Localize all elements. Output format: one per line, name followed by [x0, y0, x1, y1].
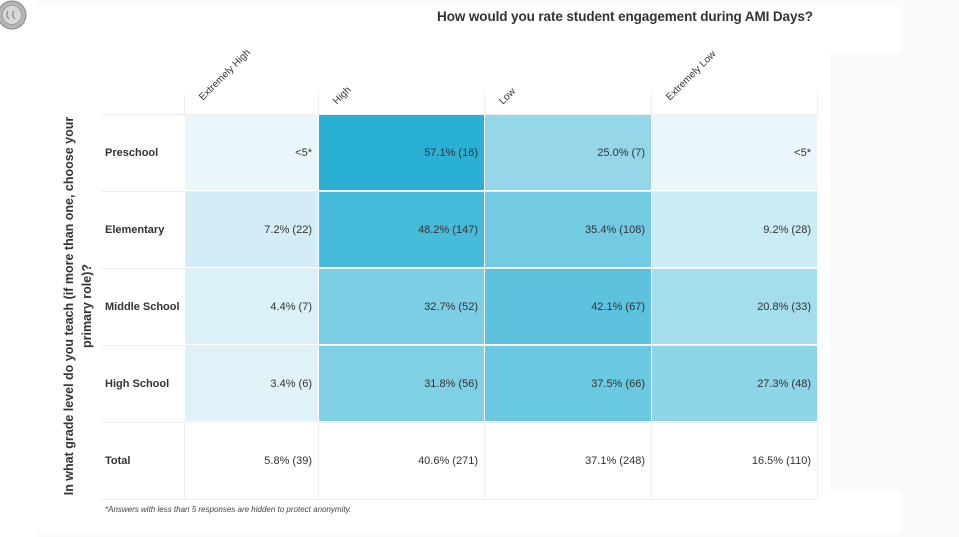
row-label-high-school: High School	[105, 378, 170, 390]
seal-logo-icon	[0, 0, 27, 30]
heatmap-cell-high-school-extremely-low: 27.3% (48)	[652, 346, 817, 421]
heatmap-cell-preschool-low: 25.0% (7)	[485, 115, 651, 190]
row-divider	[101, 191, 818, 192]
row-divider	[101, 268, 818, 269]
y-axis-label-line-2: primary role)?	[80, 263, 94, 349]
y-axis-label: In what grade level do you teach (if mor…	[60, 116, 96, 496]
column-header-separator	[651, 94, 652, 114]
heatmap-cell-middle-school-low: 42.1% (67)	[485, 269, 651, 344]
heatmap-cell-middle-school-extremely-high: 4.4% (7)	[185, 269, 318, 344]
chart-title: How would you rate student engagement du…	[437, 9, 813, 24]
heatmap-cell-elementary-low: 35.4% (108)	[485, 192, 651, 267]
row-divider	[101, 499, 818, 500]
column-header-separator	[817, 94, 818, 114]
total-cell-total-extremely-low: 16.5% (110)	[652, 423, 817, 498]
heatmap-cell-middle-school-extremely-low: 20.8% (33)	[652, 269, 817, 344]
total-cell-total-low: 37.1% (248)	[485, 423, 651, 498]
footnote: *Answers with less than 5 responses are …	[105, 505, 352, 514]
total-column-divider	[817, 423, 818, 500]
y-axis-label-line-1: In what grade level do you teach (if mor…	[62, 116, 76, 496]
heatmap-cell-middle-school-high: 32.7% (52)	[319, 269, 484, 344]
total-column-divider	[484, 423, 485, 500]
heatmap-cell-elementary-extremely-high: 7.2% (22)	[185, 192, 318, 267]
total-column-divider	[318, 423, 319, 500]
row-divider	[101, 422, 818, 423]
column-header-separator	[318, 94, 319, 114]
heatmap-cell-high-school-low: 37.5% (66)	[485, 346, 651, 421]
title-panel	[37, 6, 900, 52]
heatmap-cell-preschool-extremely-high: <5*	[185, 115, 318, 190]
heatmap-cell-elementary-high: 48.2% (147)	[319, 192, 484, 267]
row-label-elementary: Elementary	[105, 224, 165, 236]
total-column-divider	[651, 423, 652, 500]
row-divider	[101, 114, 818, 115]
total-cell-total-high: 40.6% (271)	[319, 423, 484, 498]
heatmap-cell-preschool-extremely-low: <5*	[652, 115, 817, 190]
total-cell-total-extremely-high: 5.8% (39)	[185, 423, 318, 498]
total-column-divider	[184, 423, 185, 500]
heatmap-cell-high-school-extremely-high: 3.4% (6)	[185, 346, 318, 421]
row-label-middle-school: Middle School	[105, 301, 180, 313]
row-label-total: Total	[105, 455, 131, 467]
column-header-separator	[184, 94, 185, 114]
row-label-preschool: Preschool	[105, 147, 159, 159]
heatmap-cell-elementary-extremely-low: 9.2% (28)	[652, 192, 817, 267]
heatmap-cell-preschool-high: 57.1% (16)	[319, 115, 484, 190]
row-divider	[101, 345, 818, 346]
heatmap-cell-high-school-high: 31.8% (56)	[319, 346, 484, 421]
footnote-panel	[37, 492, 900, 532]
column-header-separator	[484, 94, 485, 114]
